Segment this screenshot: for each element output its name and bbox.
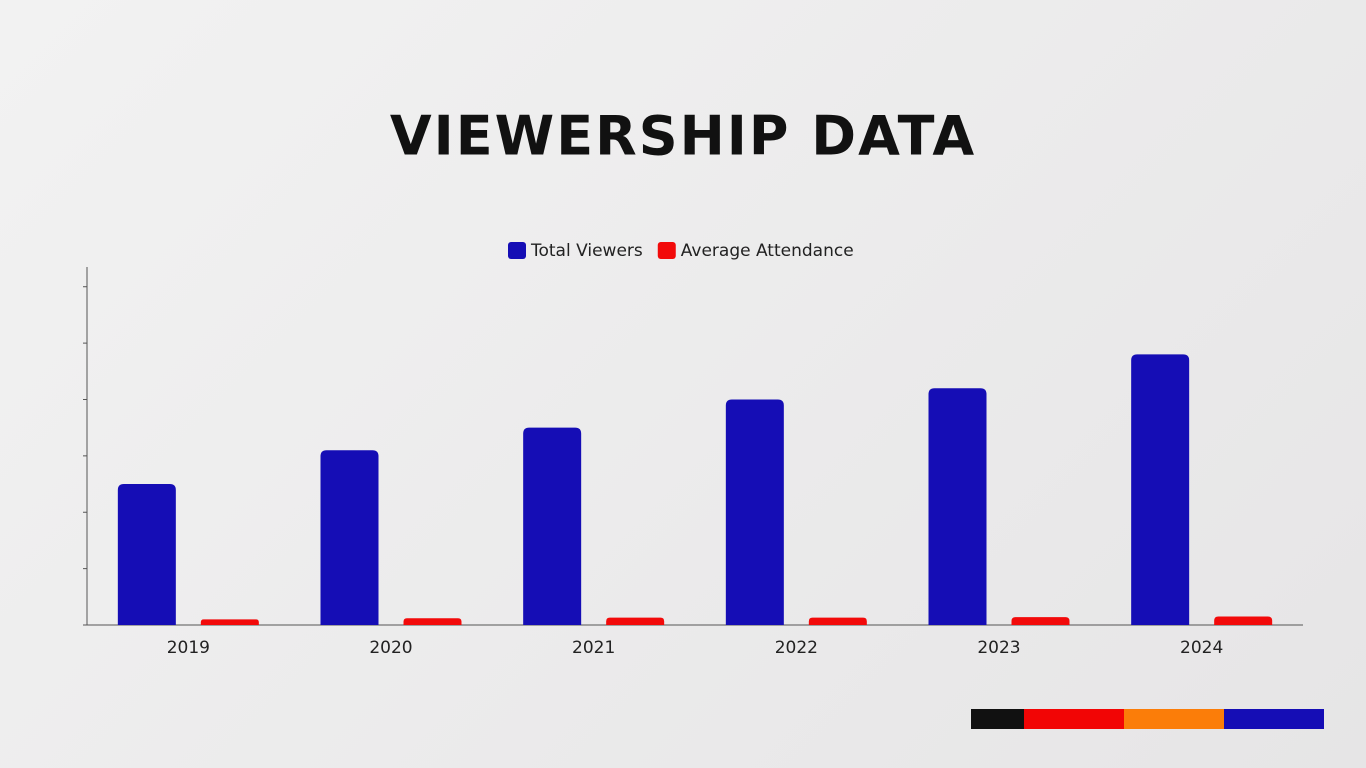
bar bbox=[606, 617, 665, 625]
bar bbox=[1131, 354, 1190, 625]
bar bbox=[117, 484, 176, 625]
bar bbox=[403, 618, 462, 625]
bar bbox=[523, 427, 582, 625]
strip-red bbox=[1024, 709, 1124, 729]
legend-swatch bbox=[508, 242, 526, 259]
chart-title: VIEWERSHIP DATA bbox=[390, 105, 976, 168]
legend-label: Average Attendance bbox=[681, 241, 854, 261]
bar bbox=[725, 399, 784, 625]
bar bbox=[808, 617, 867, 625]
bar bbox=[200, 619, 259, 625]
strip-blue bbox=[1224, 709, 1324, 729]
bar bbox=[1011, 617, 1070, 625]
strip-black bbox=[971, 709, 1024, 729]
decor-strip bbox=[971, 709, 1324, 729]
x-tick-label: 2021 bbox=[572, 638, 615, 658]
x-tick-label: 2020 bbox=[369, 638, 412, 658]
bar bbox=[928, 388, 987, 625]
legend-swatch bbox=[657, 242, 676, 259]
strip-orange bbox=[1124, 709, 1224, 729]
legend-label: Total Viewers bbox=[530, 241, 643, 261]
bar bbox=[320, 450, 379, 625]
bar bbox=[1214, 616, 1273, 625]
x-tick-label: 2022 bbox=[775, 638, 818, 658]
x-tick-label: 2019 bbox=[167, 638, 210, 658]
x-tick-label: 2023 bbox=[977, 638, 1020, 658]
x-tick-label: 2024 bbox=[1180, 638, 1223, 658]
